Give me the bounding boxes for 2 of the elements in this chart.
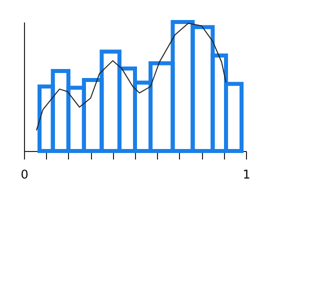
x-tick-label: 1	[242, 168, 250, 182]
x-tick-label: 0	[20, 168, 28, 182]
